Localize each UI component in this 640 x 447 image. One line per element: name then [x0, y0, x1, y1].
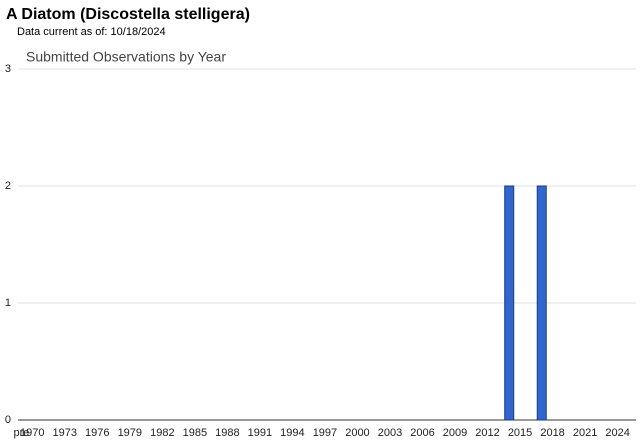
subtitle: Data current as of: 10/18/2024 — [17, 26, 166, 38]
y-tick-label: 2 — [5, 180, 11, 192]
page-title: A Diatom (Discostella stelligera) — [6, 6, 250, 23]
x-tick-label: 1979 — [118, 427, 142, 439]
x-tick-label: 2021 — [573, 427, 597, 439]
y-tick-label: 0 — [5, 414, 11, 426]
x-tick-label: 1973 — [53, 427, 77, 439]
x-tick-label: pre — [13, 427, 29, 439]
x-tick-label: 1988 — [215, 427, 239, 439]
bar — [504, 185, 515, 421]
x-tick-label: 2000 — [345, 427, 369, 439]
x-tick-label: 2009 — [443, 427, 467, 439]
x-tick-label: 1985 — [183, 427, 207, 439]
x-tick-label: 2015 — [508, 427, 532, 439]
chart-title: Submitted Observations by Year — [26, 49, 226, 65]
x-tick-label: 2006 — [410, 427, 434, 439]
x-tick-label: 1982 — [150, 427, 174, 439]
x-tick-label: 1991 — [248, 427, 272, 439]
bar — [536, 185, 547, 421]
x-tick-label: 1970 — [20, 427, 44, 439]
x-tick-label: 2012 — [475, 427, 499, 439]
x-tick-label: 2024 — [605, 427, 629, 439]
x-tick-label: 1997 — [313, 427, 337, 439]
x-tick-label: 2018 — [540, 427, 564, 439]
y-tick-label: 1 — [5, 297, 11, 309]
x-tick-label: 2003 — [378, 427, 402, 439]
x-tick-label: 1976 — [85, 427, 109, 439]
y-tick-label: 3 — [5, 63, 11, 75]
x-tick-label: 1994 — [280, 427, 304, 439]
